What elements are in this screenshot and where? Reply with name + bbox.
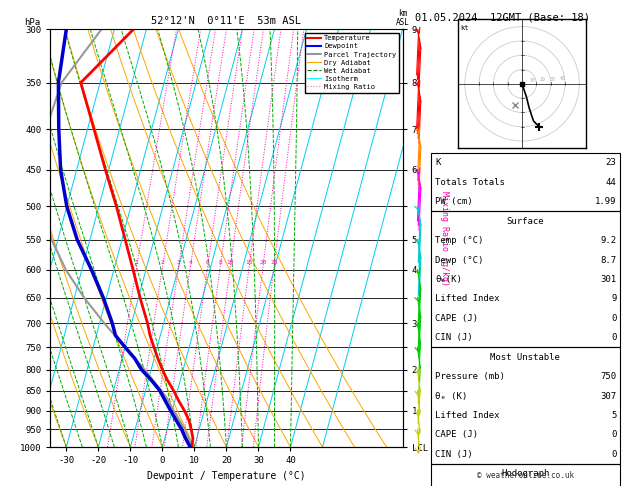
Text: 8.7: 8.7: [600, 256, 616, 264]
Text: 1: 1: [135, 260, 138, 265]
Text: kt: kt: [460, 25, 469, 31]
Text: CIN (J): CIN (J): [435, 450, 473, 459]
Text: Mixing Ratio (g/kg): Mixing Ratio (g/kg): [440, 191, 449, 286]
Text: 40: 40: [559, 76, 565, 81]
Text: θₑ(K): θₑ(K): [435, 275, 462, 284]
Text: Totals Totals: Totals Totals: [435, 178, 505, 187]
Text: km
ASL: km ASL: [396, 9, 409, 27]
Text: 4: 4: [189, 260, 192, 265]
Legend: Temperature, Dewpoint, Parcel Trajectory, Dry Adiabat, Wet Adiabat, Isotherm, Mi: Temperature, Dewpoint, Parcel Trajectory…: [304, 33, 399, 93]
Text: Lifted Index: Lifted Index: [435, 295, 500, 303]
Text: 750: 750: [600, 372, 616, 381]
Text: 0: 0: [611, 333, 616, 342]
X-axis label: Dewpoint / Temperature (°C): Dewpoint / Temperature (°C): [147, 471, 306, 481]
Text: 2: 2: [160, 260, 164, 265]
Text: 8: 8: [218, 260, 222, 265]
Text: 5: 5: [611, 411, 616, 420]
Text: 30: 30: [549, 77, 555, 82]
Text: 20: 20: [539, 77, 545, 83]
Text: 15: 15: [245, 260, 253, 265]
Text: 01.05.2024  12GMT (Base: 18): 01.05.2024 12GMT (Base: 18): [415, 12, 590, 22]
Text: 301: 301: [600, 275, 616, 284]
Text: 307: 307: [600, 392, 616, 400]
Text: Dewp (°C): Dewp (°C): [435, 256, 484, 264]
Text: 0: 0: [611, 314, 616, 323]
Text: hPa: hPa: [24, 18, 40, 27]
Text: 9: 9: [611, 295, 616, 303]
Text: 20: 20: [259, 260, 267, 265]
Text: Most Unstable: Most Unstable: [490, 353, 560, 362]
Text: Hodograph: Hodograph: [501, 469, 549, 478]
Text: Pressure (mb): Pressure (mb): [435, 372, 505, 381]
Text: © weatheronline.co.uk: © weatheronline.co.uk: [477, 471, 574, 480]
Text: 25: 25: [270, 260, 277, 265]
Text: 3: 3: [177, 260, 181, 265]
Text: 0: 0: [611, 450, 616, 459]
Text: Surface: Surface: [506, 217, 544, 226]
Text: 6: 6: [206, 260, 209, 265]
Text: 0: 0: [611, 431, 616, 439]
Text: CIN (J): CIN (J): [435, 333, 473, 342]
Title: 52°12'N  0°11'E  53m ASL: 52°12'N 0°11'E 53m ASL: [152, 16, 301, 26]
Text: 10: 10: [226, 260, 234, 265]
Text: CAPE (J): CAPE (J): [435, 431, 478, 439]
Text: PW (cm): PW (cm): [435, 197, 473, 206]
Text: Lifted Index: Lifted Index: [435, 411, 500, 420]
Text: CAPE (J): CAPE (J): [435, 314, 478, 323]
Text: K: K: [435, 158, 441, 167]
Text: 23: 23: [606, 158, 616, 167]
Text: 44: 44: [606, 178, 616, 187]
Text: 1.99: 1.99: [595, 197, 616, 206]
Text: 9.2: 9.2: [600, 236, 616, 245]
Text: 10: 10: [529, 78, 535, 83]
Text: θₑ (K): θₑ (K): [435, 392, 467, 400]
Text: Temp (°C): Temp (°C): [435, 236, 484, 245]
